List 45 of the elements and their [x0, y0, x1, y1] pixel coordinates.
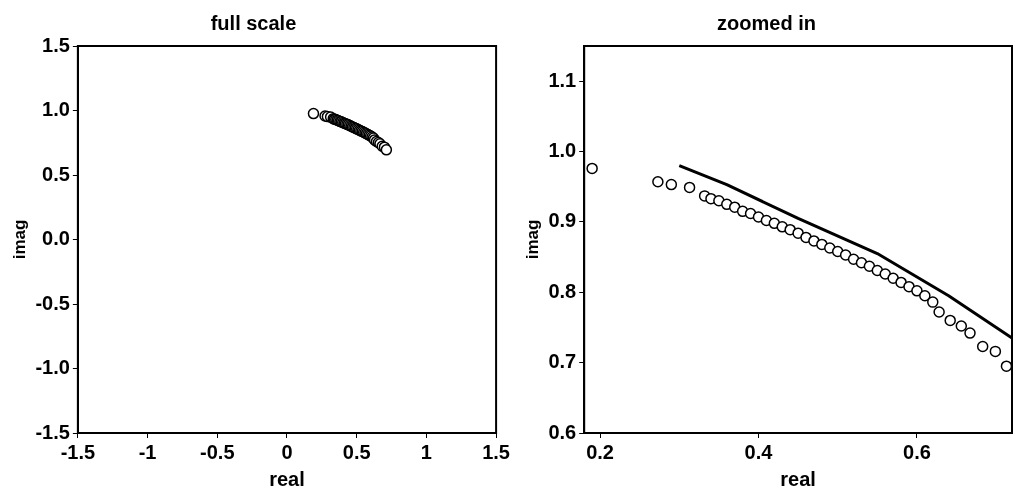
x-tick-label: 0.2 [586, 440, 614, 463]
y-tick-label: 0.8 [548, 279, 577, 302]
y-tick-label: -0.5 [35, 291, 70, 314]
x-tick-label: -1.5 [60, 440, 96, 463]
point [989, 345, 1002, 358]
point [586, 162, 598, 175]
y-tick-label: 0.5 [42, 162, 70, 185]
y-tick-label: -1.5 [35, 420, 70, 443]
x-tick-label: 0.5 [342, 440, 371, 463]
y-tick-label: 1.5 [42, 33, 70, 56]
point [652, 176, 664, 188]
x-tick-label: -1 [138, 440, 157, 463]
point [964, 327, 976, 339]
y-tick-label: 0.7 [548, 350, 577, 373]
point [911, 285, 923, 297]
point [927, 296, 939, 308]
y-tick-label: 1.0 [42, 98, 70, 121]
point [933, 306, 945, 318]
point [976, 340, 989, 353]
point [955, 320, 968, 332]
y-tick-label: -1.0 [35, 356, 70, 379]
point [944, 314, 956, 327]
point [1000, 360, 1012, 372]
x-tick-label: 0 [281, 440, 293, 463]
x-tick-label: 0.4 [744, 440, 774, 463]
chart-title: zoomed in [717, 11, 816, 34]
y-tick-label: 0.9 [548, 209, 577, 232]
y-axis-title: imag [522, 219, 542, 260]
x-axis-title: real [780, 467, 816, 490]
y-tick-label: 1.0 [548, 139, 577, 162]
x-axis-title: real [269, 467, 305, 490]
x-tick-label: 1.5 [482, 440, 510, 463]
point [665, 178, 678, 191]
point [683, 181, 696, 194]
x-tick-label: -0.5 [200, 440, 235, 463]
x-tick-label: 1 [420, 440, 432, 463]
y-tick-label: 1.1 [548, 68, 577, 91]
y-axis-title: imag [9, 219, 29, 260]
x-tick-label: 0.6 [903, 440, 931, 463]
y-tick-label: 0.6 [548, 420, 577, 443]
point [307, 107, 320, 120]
y-tick-label: 0.0 [42, 227, 70, 250]
point [919, 290, 931, 302]
chart-title: full scale [210, 11, 297, 34]
point [839, 249, 852, 261]
